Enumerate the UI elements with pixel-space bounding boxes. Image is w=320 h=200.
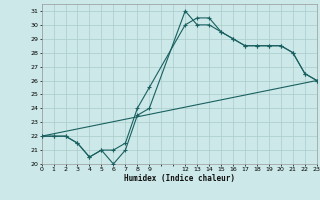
X-axis label: Humidex (Indice chaleur): Humidex (Indice chaleur) xyxy=(124,174,235,183)
